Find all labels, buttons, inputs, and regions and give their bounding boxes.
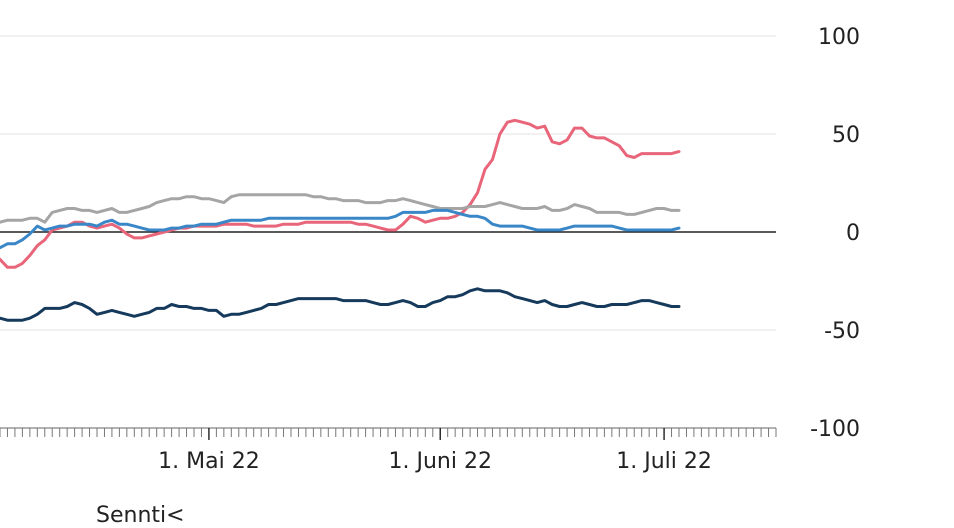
series-line [0,118,681,269]
x-tick-label: 1. Mai 22 [158,449,260,474]
series-lines [0,118,681,322]
x-tick-labels: 1. Mai 22 1. Juni 22 1. Juli 22 [158,449,712,474]
x-tick-label: 1. Juli 22 [616,449,712,474]
line-chart: 100 50 0 -50 -100 1. Mai 22 1. Juni 22 1. Juli… [0,25,860,474]
gridlines [0,35,776,331]
y-tick-label: 100 [818,25,860,50]
series-line [0,193,681,224]
y-tick-label: -100 [810,417,860,442]
y-tick-label: 0 [846,221,860,246]
series-line [0,287,681,322]
y-tick-label: 50 [832,123,860,148]
x-axis [0,427,777,440]
y-tick-labels: 100 50 0 -50 -100 [810,25,860,442]
series-line [0,208,681,250]
y-tick-label: -50 [824,319,860,344]
x-tick-label: 1. Juni 22 [388,449,491,474]
